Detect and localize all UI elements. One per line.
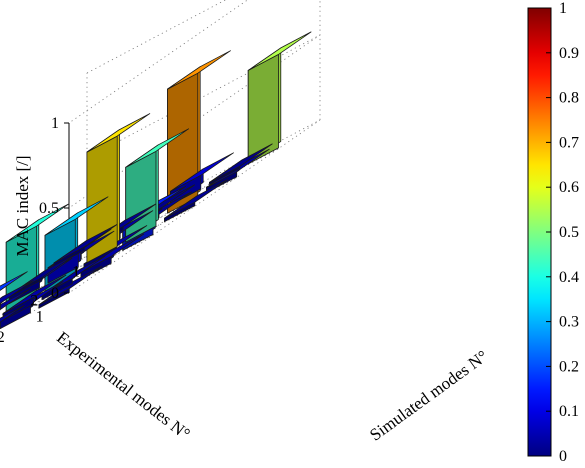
bar-face-top xyxy=(125,128,190,168)
bar-exp3-sim6 xyxy=(0,305,25,323)
bar-face-top xyxy=(80,233,145,273)
bar-face-top xyxy=(208,143,273,183)
bar-face-top xyxy=(86,113,151,153)
y-tick-label: 1 xyxy=(36,308,44,325)
colorbar-tick-label: 0.4 xyxy=(559,269,579,286)
bars xyxy=(0,31,312,330)
bar-exp5-sim4 xyxy=(0,288,31,311)
z-axis-label: MAC index [/] xyxy=(13,155,32,256)
colorbar: 0 0.1 0.2 0.3 0.4 0.5 0.6 0.7 0.8 0.9 1 xyxy=(527,0,579,465)
tick-labels: 00.51123456123456 xyxy=(0,115,80,346)
bar-exp4-sim5 xyxy=(0,271,28,291)
bar-face-top xyxy=(0,305,25,323)
x-tick-label: 2 xyxy=(30,292,38,309)
colorbar-tick-label: 1 xyxy=(559,0,567,17)
colorbar-tick-label: 0 xyxy=(559,448,567,465)
bar-face-top xyxy=(247,31,312,71)
bar-face-top xyxy=(167,50,231,90)
z-tick-label: 0.5 xyxy=(39,200,59,217)
bar-face-top xyxy=(5,203,70,243)
bar-exp6-sim3 xyxy=(0,280,34,309)
bar-face-side xyxy=(247,54,279,165)
x-tick-label: 1 xyxy=(72,263,80,280)
bar-face-top xyxy=(0,271,28,291)
bar-exp2-sim1 xyxy=(208,143,273,185)
bar-face-top xyxy=(44,196,109,236)
bar-face-side xyxy=(0,302,2,309)
colorbar-tick-label: 0.9 xyxy=(559,45,579,62)
z-tick-label: 0 xyxy=(51,285,59,302)
colorbar-tick-label: 0.3 xyxy=(559,314,579,331)
bar-face-top xyxy=(2,274,67,314)
colorbar-tick-label: 0.6 xyxy=(559,179,579,196)
colorbar-tick-label: 0.5 xyxy=(559,224,579,241)
bar-exp1-sim3 xyxy=(164,179,228,223)
z-tick-label: 1 xyxy=(51,115,59,132)
bar-face-top xyxy=(170,152,234,192)
bar-face-top xyxy=(0,288,31,311)
bar-face-top xyxy=(164,179,228,219)
y-axis-label: Experimental modes N° xyxy=(53,328,194,444)
colorbar-tick-label: 0.7 xyxy=(559,134,579,151)
colorbar-tick-label: 0.1 xyxy=(559,403,579,420)
bar-face-top xyxy=(53,224,118,264)
colorbar-tick-label: 0.8 xyxy=(559,90,579,107)
bar-exp1-sim1 xyxy=(247,31,312,165)
colorbar-tick-label: 0.2 xyxy=(559,358,579,375)
y-tick-label: 2 xyxy=(0,329,5,346)
x-axis-label: Simulated modes N° xyxy=(366,346,491,444)
bar-face-top xyxy=(0,280,34,304)
bar-exp2-sim2 xyxy=(167,50,231,214)
